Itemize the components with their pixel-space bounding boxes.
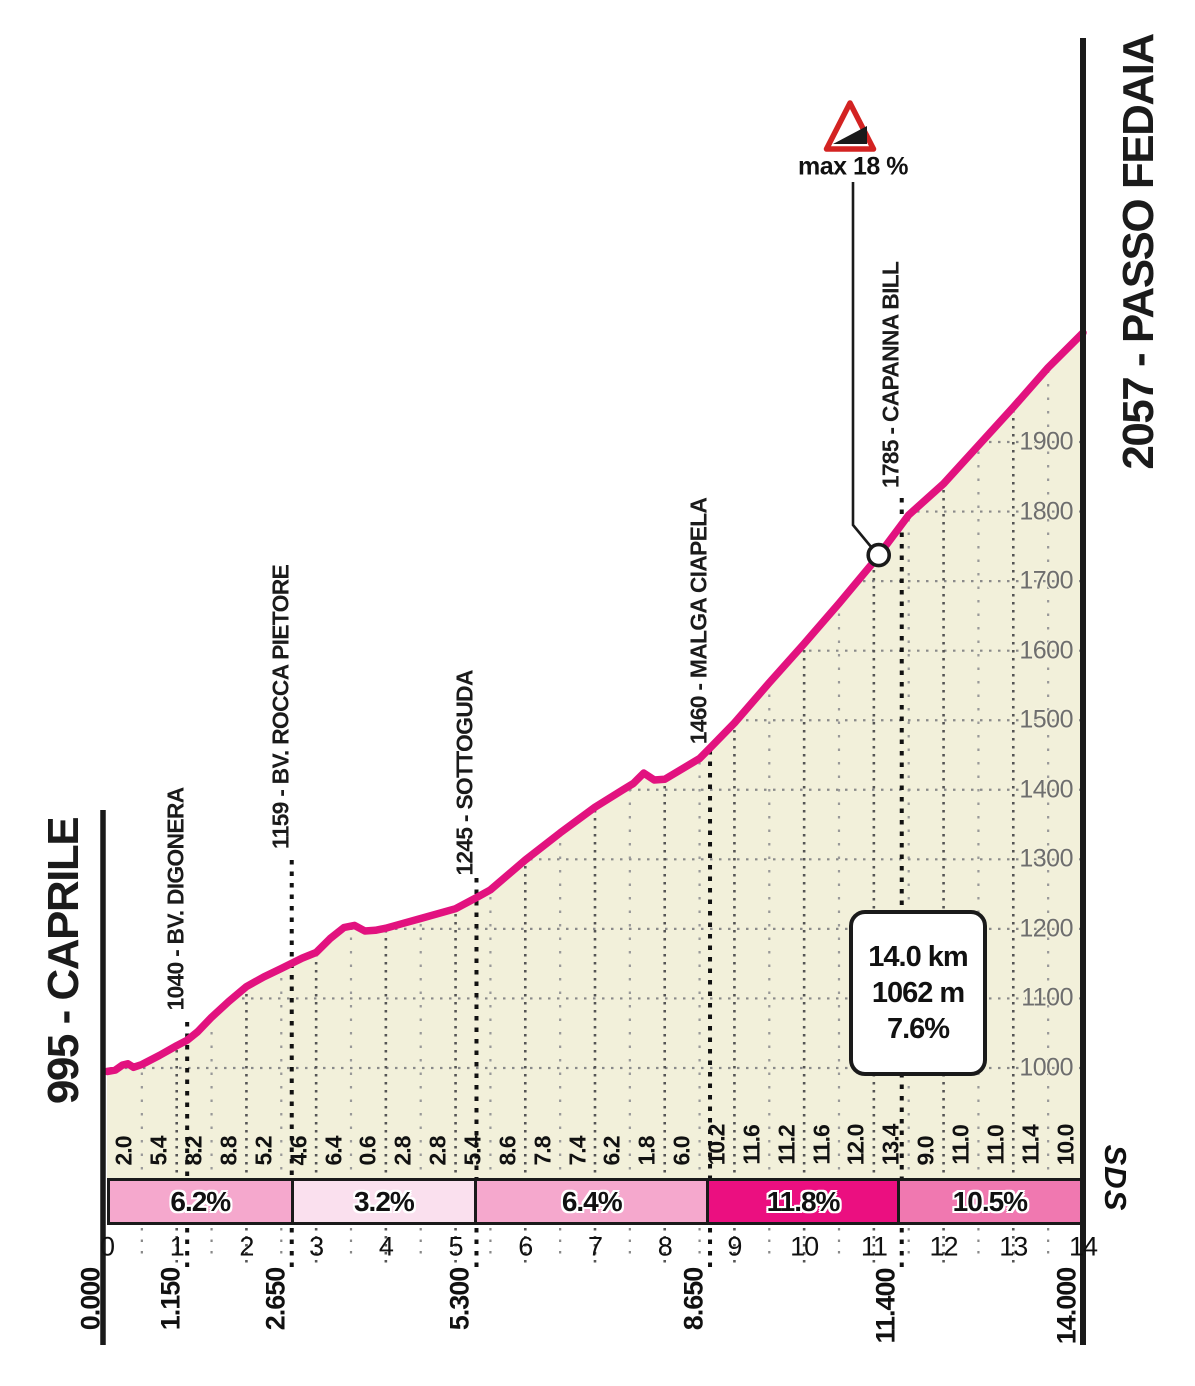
half-km-gradient-value: 2.0 xyxy=(110,1136,137,1166)
km-tick-label: 3 xyxy=(309,1231,324,1262)
half-km-gradient-value: 5.2 xyxy=(250,1136,277,1166)
cumulative-distance-label: 0.000 xyxy=(75,1267,106,1331)
half-km-gradient-value: 10.2 xyxy=(703,1124,730,1166)
half-km-gradient-value: 12.0 xyxy=(842,1124,869,1166)
summary-elevation-gain: 1062 m xyxy=(871,976,965,1009)
half-km-gradient-value: 11.0 xyxy=(947,1125,974,1165)
km-tick-label: 5 xyxy=(448,1231,464,1262)
gradient-segment-label: 6.2% xyxy=(170,1185,231,1217)
warning-icon-slope-glyph xyxy=(833,126,867,144)
sds-logo: SDS xyxy=(1098,1144,1133,1212)
cumulative-distance-label: 8.650 xyxy=(678,1267,709,1331)
elevation-tick-label: 1200 xyxy=(1019,914,1073,943)
half-km-gradient-value: 7.8 xyxy=(529,1136,556,1166)
elevation-tick-label: 1400 xyxy=(1019,775,1073,804)
elevation-tick-label: 1300 xyxy=(1019,844,1073,873)
elevation-tick-label: 1700 xyxy=(1019,566,1073,595)
km-tick-label: 8 xyxy=(657,1231,673,1262)
max-gradient-label: max 18 % xyxy=(798,152,908,181)
half-km-gradient-value: 0.6 xyxy=(354,1136,381,1166)
gradient-segment-bar: 6.2% 3.2% 6.4% 11.8% 10.5% xyxy=(107,1178,1083,1225)
half-km-gradient-value: 4.6 xyxy=(285,1136,312,1166)
profile-line xyxy=(103,329,1087,1076)
gradient-segment-label: 3.2% xyxy=(353,1185,415,1217)
km-tick-label: 14 xyxy=(1068,1231,1098,1262)
half-km-gradient-value: 6.2 xyxy=(598,1136,625,1166)
km-tick-label: 12 xyxy=(929,1231,959,1262)
gradient-segment-label: 6.4% xyxy=(561,1185,623,1217)
half-km-gradient-value: 11.2 xyxy=(773,1125,800,1165)
half-km-gradient-value: 2.8 xyxy=(424,1136,451,1166)
half-km-gradient-value: 6.0 xyxy=(668,1136,695,1166)
km-tick-label: 11 xyxy=(860,1231,888,1262)
elevation-tick-label: 1900 xyxy=(1019,427,1073,456)
km-tick-label: 1 xyxy=(169,1231,185,1262)
half-km-gradient-value: 11.0 xyxy=(982,1125,1009,1165)
gradient-segment: 11.8% xyxy=(709,1181,900,1222)
end-title: 2057 - PASSO FEDAIA xyxy=(1114,34,1163,470)
half-km-gradient-value: 11.6 xyxy=(808,1125,835,1165)
half-km-gradient-value: 8.2 xyxy=(180,1136,207,1166)
gradient-segment-label: 11.8% xyxy=(766,1185,841,1217)
half-km-gradient-value: 5.4 xyxy=(459,1136,486,1166)
km-tick-label: 4 xyxy=(378,1231,394,1262)
gradient-segment: 3.2% xyxy=(293,1181,478,1222)
waypoint-label: 1159 - BV. ROCCA PIETORE xyxy=(267,565,294,850)
km-tick-label: 13 xyxy=(999,1231,1028,1262)
half-km-gradient-value: 13.4 xyxy=(877,1124,904,1166)
elevation-tick-label: 1600 xyxy=(1019,636,1073,665)
waypoint-label: 1245 - SOTTOGUDA xyxy=(451,670,478,876)
cumulative-distance-label: 2.650 xyxy=(260,1267,291,1331)
waypoint-label: 1460 - MALGA CIAPELA xyxy=(685,497,712,745)
summary-average-gradient: 7.6% xyxy=(886,1012,950,1045)
elevation-tick-label: 1000 xyxy=(1019,1053,1073,1082)
half-km-gradient-value: 2.8 xyxy=(389,1136,416,1166)
waypoint-label: 1040 - BV. DIGONERA xyxy=(162,787,189,1011)
gradient-segment: 6.2% xyxy=(110,1181,294,1222)
half-km-gradient-value: 6.4 xyxy=(320,1136,347,1166)
max-gradient-leader-line xyxy=(851,182,874,549)
km-tick-label: 6 xyxy=(518,1231,533,1262)
cumulative-distance-label: 14.000 xyxy=(1051,1267,1082,1344)
summary-length: 14.0 km xyxy=(868,940,968,973)
km-tick-label: 2 xyxy=(239,1231,254,1262)
half-km-gradient-value: 1.8 xyxy=(633,1136,660,1166)
half-km-gradient-value: 11.4 xyxy=(1017,1125,1044,1165)
cumulative-distance-label: 5.300 xyxy=(444,1267,475,1331)
elevation-tick-label: 1800 xyxy=(1019,497,1073,526)
half-km-gradient-value: 8.8 xyxy=(215,1136,242,1166)
start-title: 995 - CAPRILE xyxy=(39,817,88,1105)
cumulative-distance-label: 11.400 xyxy=(870,1267,901,1344)
elevation-tick-label: 1100 xyxy=(1021,983,1073,1012)
half-km-gradient-value: 7.4 xyxy=(564,1136,591,1166)
climb-summary-box: 14.0 km 1062 m 7.6% xyxy=(849,910,987,1076)
gradient-segment: 10.5% xyxy=(899,1181,1080,1222)
cumulative-distance-label: 1.150 xyxy=(155,1267,186,1331)
gradient-segment: 6.4% xyxy=(477,1181,710,1222)
half-km-gradient-value: 8.6 xyxy=(494,1136,521,1166)
km-tick-label: 9 xyxy=(727,1231,742,1262)
half-km-gradient-value: 11.6 xyxy=(738,1125,765,1165)
half-km-gradient-value: 9.0 xyxy=(912,1136,939,1166)
half-km-gradient-value: 5.4 xyxy=(145,1136,172,1166)
half-km-gradient-value: 10.0 xyxy=(1052,1124,1079,1166)
km-tick-label: 7 xyxy=(587,1231,603,1262)
elevation-tick-label: 1500 xyxy=(1019,705,1073,734)
km-tick-label: 0 xyxy=(99,1231,115,1262)
km-tick-label: 10 xyxy=(790,1231,819,1262)
waypoint-label: 1785 - CAPANNA BILL xyxy=(877,261,904,489)
gradient-segment-label: 10.5% xyxy=(952,1185,1028,1217)
max-gradient-point-marker xyxy=(866,542,892,568)
